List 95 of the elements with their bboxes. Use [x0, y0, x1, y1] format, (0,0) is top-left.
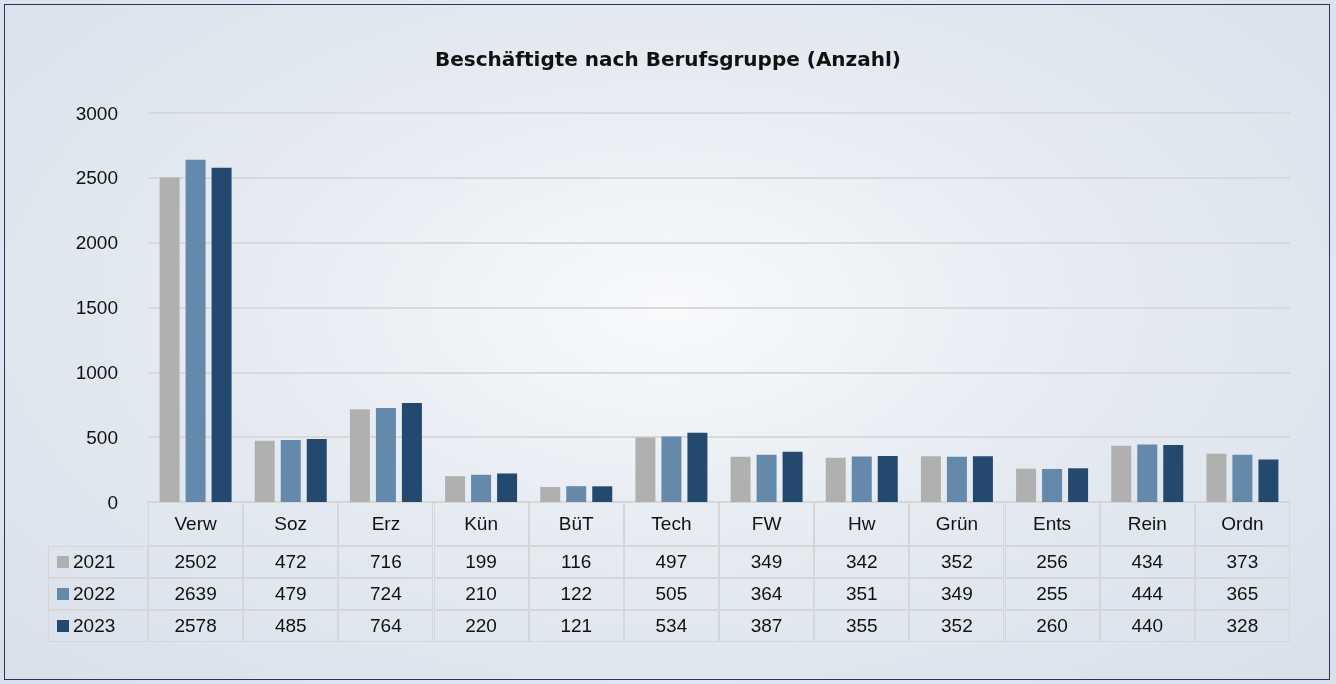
- data-label: 716: [338, 546, 434, 578]
- bar: [972, 456, 993, 502]
- data-label: 342: [814, 546, 910, 578]
- bar: [877, 455, 898, 502]
- y-tick-label: 1500: [75, 297, 118, 318]
- bar: [349, 409, 370, 502]
- bar: [825, 457, 846, 502]
- y-tick-label: 0: [107, 491, 118, 513]
- data-label: 2639: [148, 578, 244, 610]
- y-tick-label: 2500: [75, 167, 118, 189]
- data-label: 351: [814, 578, 910, 610]
- data-label: 434: [1099, 546, 1195, 578]
- legend-label: 2023: [48, 610, 148, 642]
- bar: [730, 456, 751, 502]
- data-label: 256: [1004, 546, 1100, 578]
- bar: [1016, 468, 1037, 502]
- data-label: 355: [814, 610, 910, 642]
- x-tick-label: Grün: [909, 502, 1005, 546]
- data-label: 255: [1004, 578, 1100, 610]
- data-label: 373: [1194, 546, 1290, 578]
- x-tick-label: Verw: [148, 502, 244, 546]
- data-label: 497: [623, 546, 719, 578]
- y-tick-label: 3000: [75, 102, 118, 124]
- data-label: 440: [1099, 610, 1195, 642]
- x-tick-label: Erz: [338, 502, 434, 546]
- y-tick-label: 1000: [75, 361, 118, 383]
- data-label: 364: [719, 578, 815, 610]
- data-label: 365: [1194, 578, 1290, 610]
- data-label: 122: [528, 578, 624, 610]
- bar: [1042, 468, 1063, 502]
- x-tick-label: BüT: [528, 502, 624, 546]
- chart-title: Beschäftigte nach Berufsgruppe (Anzahl): [435, 47, 901, 71]
- bar: [1206, 453, 1227, 502]
- data-label: 199: [433, 546, 529, 578]
- bar: [851, 456, 872, 502]
- bar: [1068, 468, 1089, 502]
- bar: [280, 439, 301, 502]
- data-label: 349: [909, 578, 1005, 610]
- bar: [540, 486, 561, 502]
- data-label: 444: [1099, 578, 1195, 610]
- data-label: 220: [433, 610, 529, 642]
- bar: [756, 454, 777, 502]
- bar: [401, 402, 422, 502]
- data-label: 2578: [148, 610, 244, 642]
- bar: [306, 439, 327, 502]
- bar: [185, 159, 206, 502]
- x-tick-label: Kün: [433, 502, 529, 546]
- bar: [1111, 445, 1132, 502]
- data-label: 210: [433, 578, 529, 610]
- legend-label: 2021: [48, 546, 148, 578]
- data-label: 260: [1004, 610, 1100, 642]
- data-label: 505: [623, 578, 719, 610]
- x-tick-label: Soz: [243, 502, 339, 546]
- bar: [687, 432, 708, 502]
- bar: [471, 474, 492, 502]
- bar: [782, 451, 803, 502]
- bar: [566, 486, 587, 502]
- data-label: 764: [338, 610, 434, 642]
- bar: [254, 440, 275, 502]
- bar: [159, 177, 180, 502]
- bar: [920, 456, 941, 502]
- bar: [1163, 444, 1184, 502]
- data-label: 724: [338, 578, 434, 610]
- data-label: 479: [243, 578, 339, 610]
- x-tick-label: Ordn: [1194, 502, 1290, 546]
- y-tick-label: 500: [86, 426, 118, 448]
- x-tick-label: Tech: [623, 502, 719, 546]
- bar: [635, 437, 656, 502]
- data-label: 485: [243, 610, 339, 642]
- bar: [1137, 444, 1158, 502]
- bar: [1232, 454, 1253, 502]
- bar: [946, 456, 967, 502]
- data-label: 534: [623, 610, 719, 642]
- x-tick-label: Ents: [1004, 502, 1100, 546]
- bar: [1258, 459, 1279, 502]
- bar: [445, 476, 466, 502]
- data-label: 387: [719, 610, 815, 642]
- data-label: 352: [909, 546, 1005, 578]
- data-label: 2502: [148, 546, 244, 578]
- bar: [375, 408, 396, 502]
- data-label: 328: [1194, 610, 1290, 642]
- data-label: 121: [528, 610, 624, 642]
- data-label: 352: [909, 610, 1005, 642]
- x-tick-label: Rein: [1099, 502, 1195, 546]
- y-tick-label: 2000: [75, 232, 118, 254]
- bar: [592, 486, 613, 502]
- x-tick-label: FW: [719, 502, 815, 546]
- legend-label: 2022: [48, 578, 148, 610]
- data-label: 472: [243, 546, 339, 578]
- bar: [661, 436, 682, 502]
- x-tick-label: Hw: [814, 502, 910, 546]
- data-label: 349: [719, 546, 815, 578]
- data-label: 116: [528, 546, 624, 578]
- bar: [497, 473, 518, 502]
- bar: [211, 167, 232, 502]
